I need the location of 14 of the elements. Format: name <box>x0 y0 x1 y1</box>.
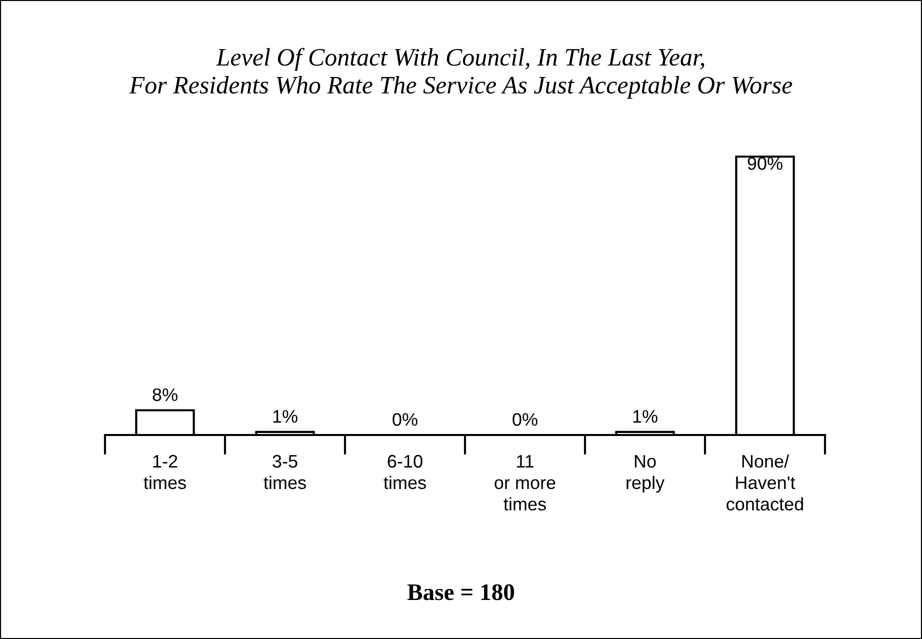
data-label: 1% <box>633 410 658 423</box>
x-tick-label: No reply <box>626 455 665 493</box>
data-label: 1% <box>273 410 298 423</box>
data-label: 0% <box>392 413 418 426</box>
x-tick-label: 6-10 times <box>384 454 426 490</box>
text: Base = 180 <box>407 584 514 600</box>
x-tick-label: 11 or more times <box>494 455 556 511</box>
data-label: 8% <box>152 388 178 402</box>
x-tick-label: 1-2 times <box>144 454 186 490</box>
x-tick-label: None/ Haven't contacted <box>726 454 803 511</box>
chart-title: Level Of Contact With Council, In The Last Year, For Residents Who Rate The Service As Just Acceptable Or Worse <box>129 48 792 99</box>
data-label: 0% <box>512 413 538 426</box>
x-tick-label: 3-5 times <box>264 454 306 490</box>
data-label: 90% <box>748 157 782 170</box>
